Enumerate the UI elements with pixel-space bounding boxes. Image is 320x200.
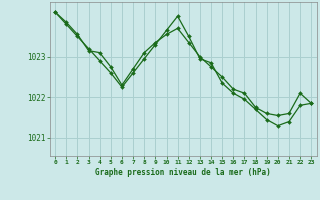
X-axis label: Graphe pression niveau de la mer (hPa): Graphe pression niveau de la mer (hPa) bbox=[95, 168, 271, 177]
